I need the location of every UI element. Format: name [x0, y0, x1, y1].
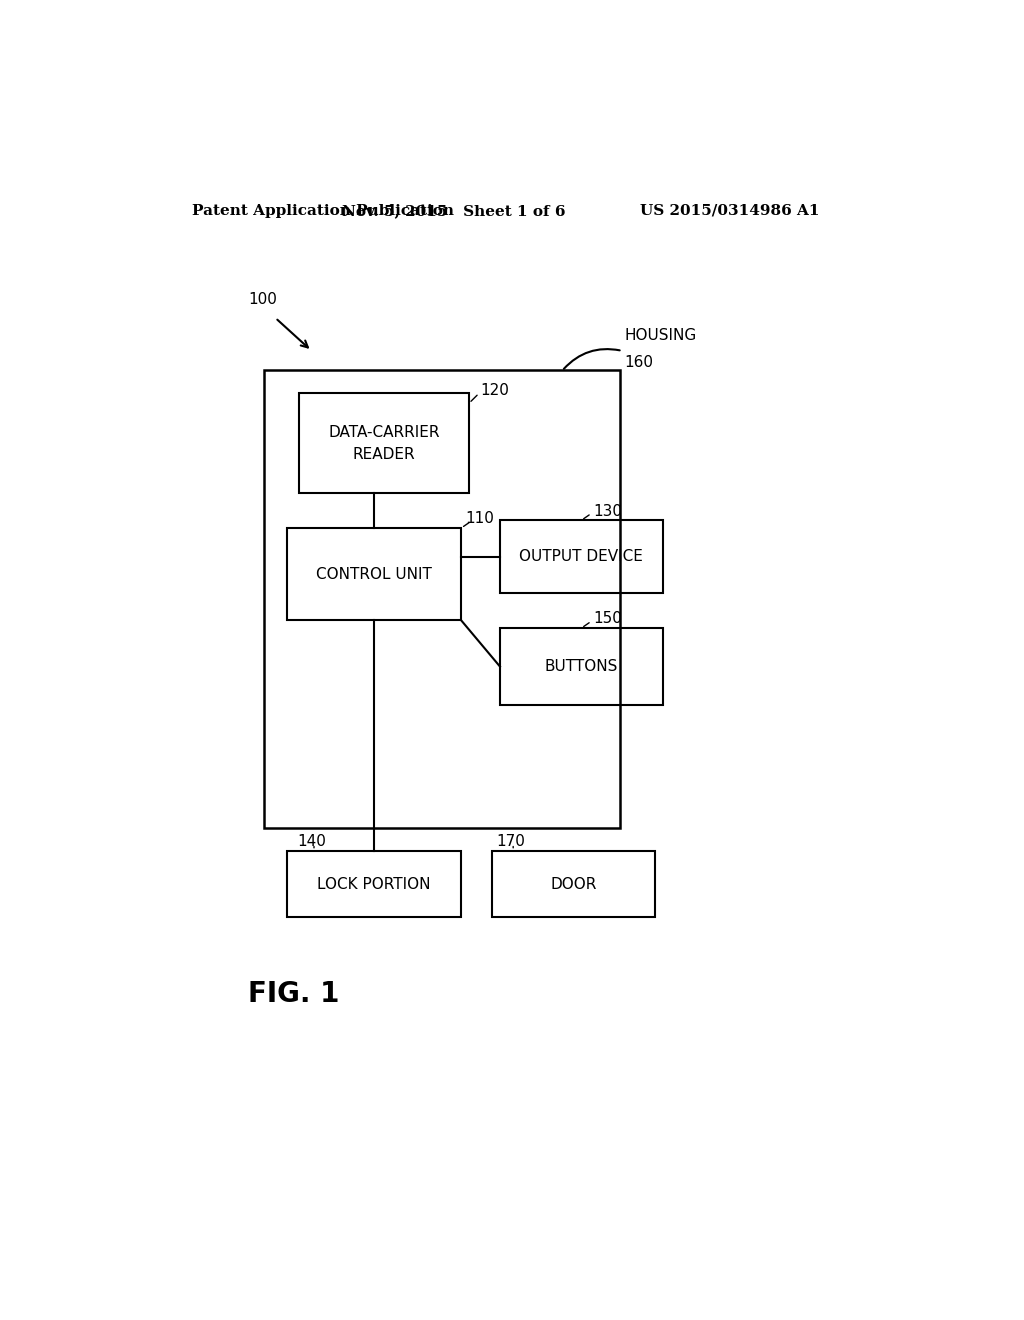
Text: OUTPUT DEVICE: OUTPUT DEVICE: [519, 549, 643, 565]
Text: 160: 160: [624, 355, 653, 370]
Bar: [493, 851, 655, 917]
Bar: [299, 393, 469, 494]
Bar: [287, 528, 461, 620]
Text: 150: 150: [593, 611, 622, 627]
Text: CONTROL UNIT: CONTROL UNIT: [316, 566, 432, 582]
Bar: [263, 370, 621, 829]
Text: 110: 110: [465, 511, 494, 527]
Text: LOCK PORTION: LOCK PORTION: [317, 876, 431, 891]
Bar: [500, 520, 663, 594]
Text: DOOR: DOOR: [551, 876, 597, 891]
Text: 130: 130: [593, 503, 622, 519]
Text: Nov. 5, 2015   Sheet 1 of 6: Nov. 5, 2015 Sheet 1 of 6: [342, 203, 565, 218]
Text: 170: 170: [496, 834, 525, 849]
Bar: [287, 851, 461, 917]
Text: FIG. 1: FIG. 1: [248, 979, 340, 1008]
Text: 140: 140: [297, 834, 326, 849]
Bar: [500, 628, 663, 705]
Text: 100: 100: [248, 292, 278, 306]
Text: BUTTONS: BUTTONS: [545, 659, 618, 675]
Text: HOUSING: HOUSING: [624, 329, 696, 343]
Text: Patent Application Publication: Patent Application Publication: [191, 203, 454, 218]
Text: 120: 120: [480, 383, 510, 399]
Text: US 2015/0314986 A1: US 2015/0314986 A1: [640, 203, 819, 218]
Text: DATA-CARRIER
READER: DATA-CARRIER READER: [328, 425, 439, 462]
